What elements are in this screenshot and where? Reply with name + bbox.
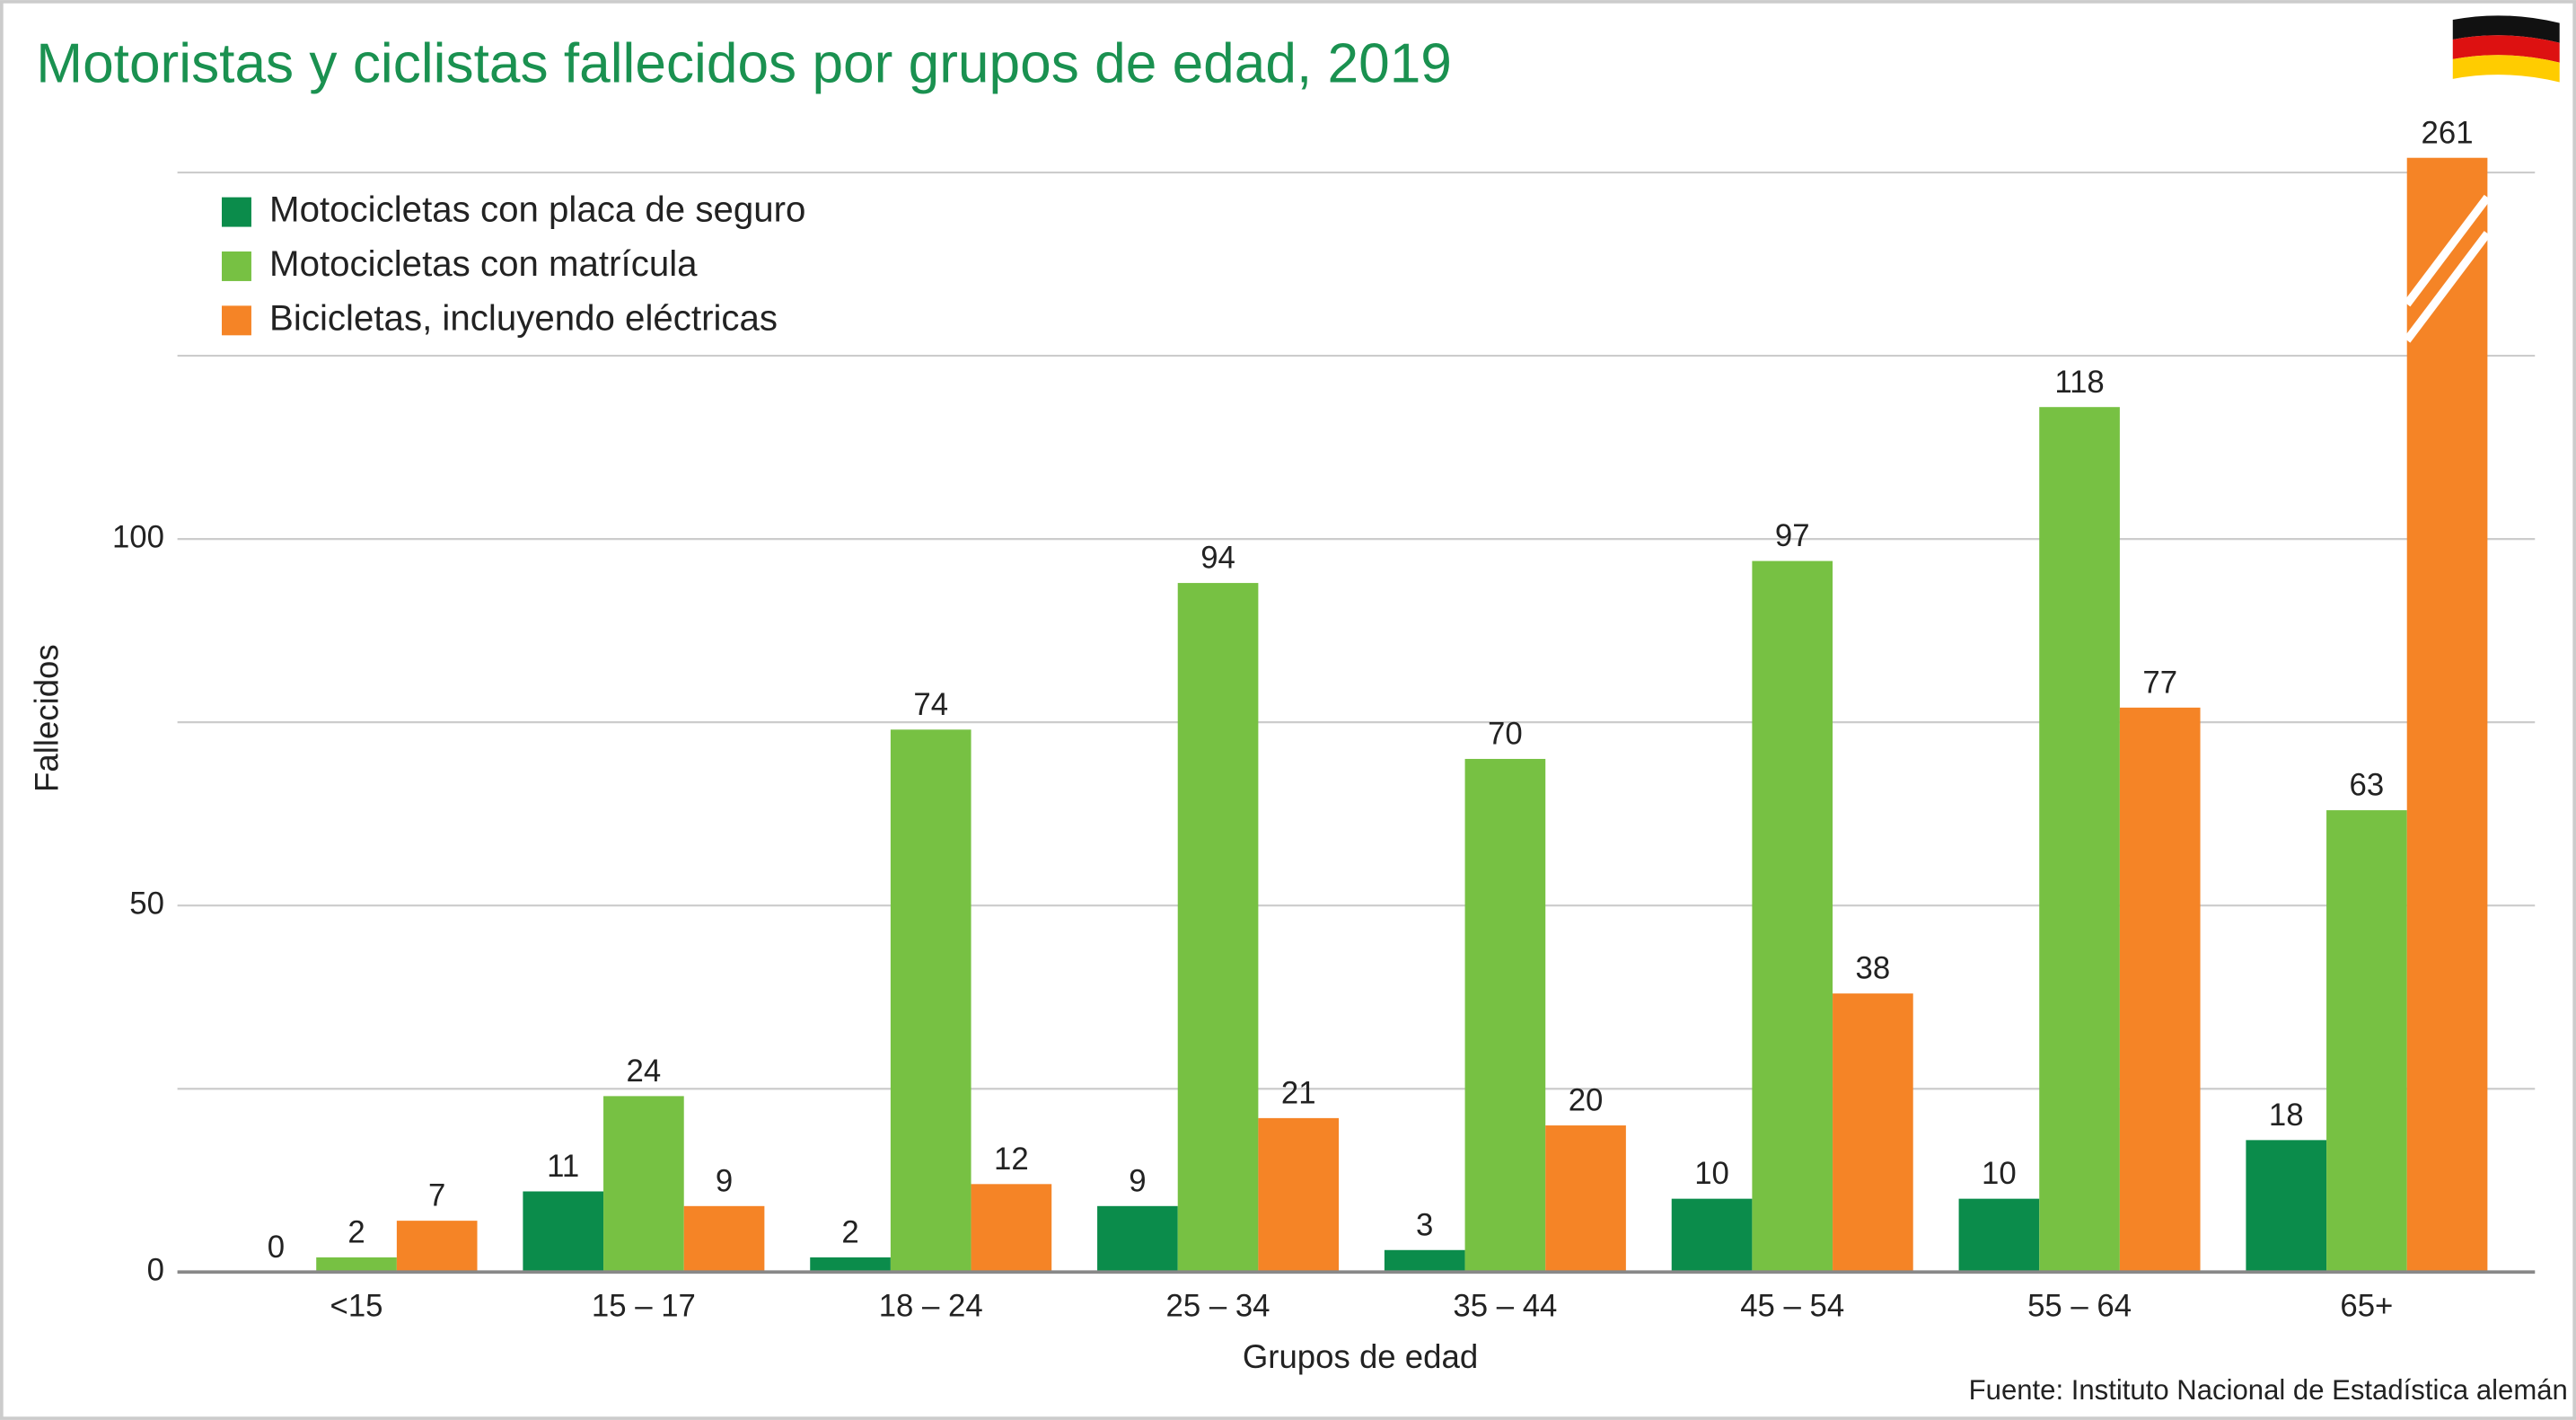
value-label: 18 — [2269, 1098, 2304, 1133]
y-tick-label: 100 — [112, 520, 164, 554]
legend-swatch — [222, 305, 251, 336]
bar — [810, 1257, 891, 1273]
bar-break — [2404, 231, 2492, 343]
bar — [683, 1205, 765, 1273]
bar — [890, 729, 971, 1273]
legend-swatch — [222, 197, 251, 227]
chart-title: Motoristas y ciclistas fallecidos por gr… — [36, 33, 1452, 95]
bar — [603, 1096, 684, 1273]
value-label: 2 — [841, 1216, 858, 1250]
bar — [1752, 560, 1833, 1273]
legend-swatch — [222, 251, 251, 281]
value-label: 97 — [1775, 519, 1810, 553]
bar — [1464, 758, 1546, 1273]
bar — [2406, 157, 2488, 1273]
source: Fuente: Instituto Nacional de Estadístic… — [1969, 1374, 2568, 1406]
value-label: 9 — [716, 1164, 733, 1198]
value-label: 10 — [1694, 1157, 1729, 1191]
x-tick-label: 35 – 44 — [1453, 1290, 1557, 1324]
legend-label: Bicicletas, incluyendo eléctricas — [269, 297, 778, 338]
y-axis-label: Fallecidos — [29, 644, 66, 792]
x-tick-label: 18 – 24 — [879, 1290, 983, 1324]
bar — [1258, 1117, 1340, 1273]
value-label: 118 — [2054, 366, 2104, 400]
bar — [1545, 1125, 1626, 1273]
bar — [1833, 993, 1913, 1273]
value-label: 7 — [428, 1179, 445, 1213]
value-label: 0 — [268, 1230, 285, 1265]
bar — [1097, 1205, 1178, 1273]
value-label: 20 — [1569, 1084, 1604, 1118]
bar — [1958, 1198, 2040, 1273]
bar — [2119, 707, 2201, 1273]
value-label: 10 — [1982, 1157, 2017, 1191]
x-tick-label: 45 – 54 — [1740, 1290, 1844, 1324]
bar — [2039, 407, 2120, 1273]
x-tick-label: 15 – 17 — [592, 1290, 696, 1324]
x-tick-label: 55 – 64 — [2027, 1290, 2132, 1324]
value-label: 9 — [1129, 1164, 1146, 1198]
bar-break — [2404, 194, 2492, 307]
bar — [1177, 583, 1259, 1273]
bar — [1671, 1198, 1753, 1273]
legend-label: Motocicletas con placa de seguro — [269, 190, 805, 230]
value-label: 12 — [994, 1142, 1029, 1177]
value-label: 94 — [1200, 542, 1235, 576]
x-axis-label: Grupos de edad — [1243, 1338, 1478, 1375]
value-label: 3 — [1416, 1208, 1433, 1242]
value-label: 24 — [627, 1054, 662, 1089]
value-label: 261 — [2422, 116, 2474, 150]
value-label: 11 — [547, 1150, 579, 1184]
bar — [396, 1221, 478, 1273]
value-label: 70 — [1488, 718, 1523, 752]
y-tick-label: 0 — [147, 1253, 164, 1287]
value-label: 63 — [2350, 769, 2385, 803]
y-tick-label: 50 — [129, 886, 164, 921]
x-tick-label: 65+ — [2340, 1290, 2393, 1324]
legend-label: Motocicletas con matrícula — [269, 243, 698, 284]
x-tick-label: 25 – 34 — [1166, 1290, 1270, 1324]
value-label: 38 — [1856, 952, 1891, 986]
bar — [2326, 810, 2407, 1273]
value-label: 74 — [913, 688, 948, 722]
value-label: 2 — [347, 1216, 365, 1250]
bar — [1384, 1249, 1465, 1273]
flag — [2452, 15, 2560, 83]
value-label: 21 — [1281, 1076, 1316, 1110]
x-tick-label: <15 — [330, 1290, 383, 1324]
bar — [316, 1257, 397, 1273]
value-label: 77 — [2142, 666, 2177, 700]
bar — [971, 1184, 1052, 1273]
bar — [523, 1191, 604, 1273]
bar — [2246, 1140, 2327, 1273]
